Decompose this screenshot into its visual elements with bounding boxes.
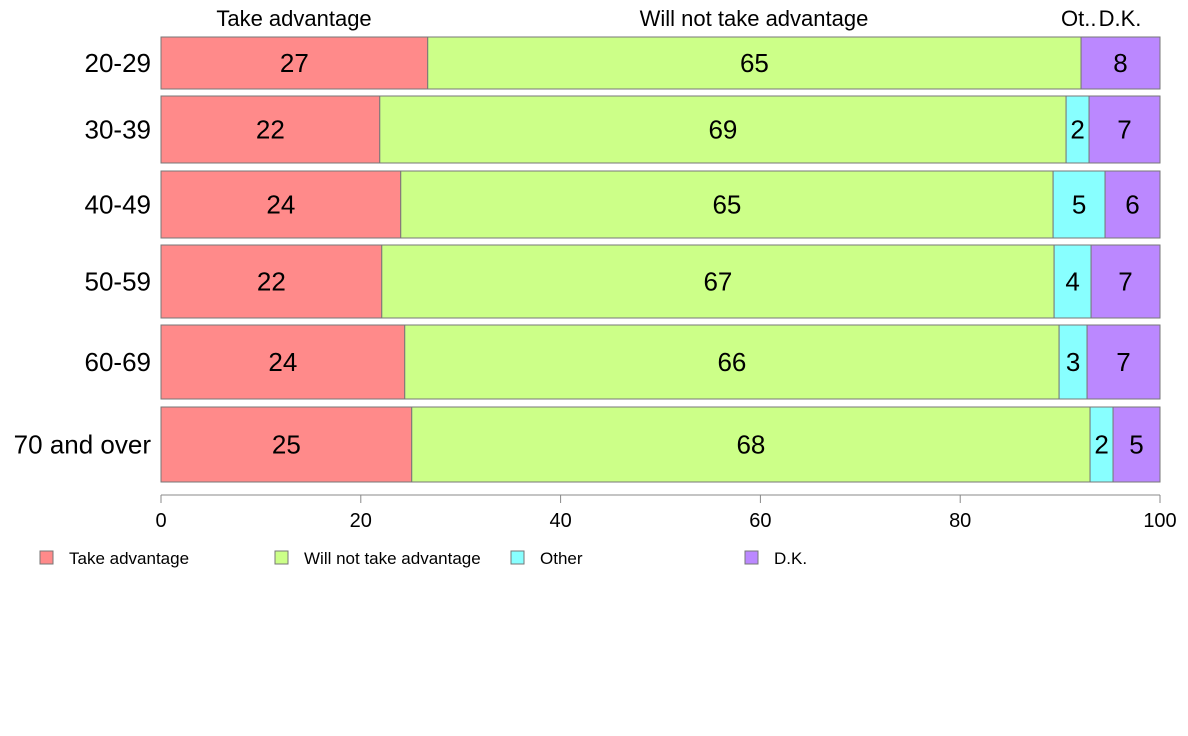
legend-swatch [744, 550, 759, 565]
column-header-label: Will not take advantage [640, 6, 869, 31]
x-tick-label: 100 [1143, 510, 1176, 532]
data-label: 68 [736, 430, 765, 460]
legend-swatch [510, 550, 525, 565]
legend-item: Take advantage [39, 549, 189, 568]
data-label: 5 [1129, 430, 1143, 460]
column-header-label: Take advantage [216, 6, 371, 31]
data-label: 25 [272, 430, 301, 460]
bar-segment [1090, 244, 1161, 319]
data-label: 22 [257, 267, 286, 297]
data-label: 2 [1094, 430, 1108, 460]
column-header-label: Ot.. [1061, 6, 1096, 31]
x-tick-label: 80 [949, 510, 971, 532]
plot-area: 20-29 27 65 830-39 22 69 2 740-49 24 65 5 650-59 22 6… [14, 36, 1161, 483]
data-label: 65 [740, 48, 769, 78]
data-label: 8 [1113, 48, 1127, 78]
data-label: 6 [1125, 190, 1139, 220]
bar-segment [1052, 170, 1106, 239]
data-label: 66 [717, 347, 746, 377]
category-label: 20-29 [85, 48, 152, 78]
data-label: 65 [712, 190, 741, 220]
legend-label: D.K. [774, 549, 807, 568]
bar-row: 30-39 22 69 2 7 [85, 95, 1161, 164]
data-label: 24 [266, 190, 295, 220]
bar-segment [411, 406, 1091, 483]
legend-item: Other [510, 549, 583, 568]
bar-row: 20-29 27 65 8 [85, 36, 1161, 90]
category-label: 70 and over [14, 430, 152, 460]
data-label: 69 [708, 115, 737, 145]
x-tick-label: 20 [350, 510, 372, 532]
data-label: 7 [1117, 115, 1131, 145]
legend: Take advantage Will not take advantage Oth… [39, 549, 807, 568]
data-label: 4 [1065, 267, 1079, 297]
category-label: 50-59 [85, 267, 152, 297]
legend-label: Will not take advantage [304, 549, 481, 568]
data-label: 24 [268, 347, 297, 377]
bar-segment [160, 36, 429, 90]
x-tick-label: 0 [155, 510, 166, 532]
data-label: 5 [1072, 190, 1086, 220]
bar-segment [160, 406, 413, 483]
data-label: 22 [256, 115, 285, 145]
bar-segment [381, 244, 1055, 319]
bar-segment [400, 170, 1054, 239]
bar-segment [1058, 324, 1088, 400]
bar-row: 40-49 24 65 5 6 [85, 170, 1161, 239]
data-label: 3 [1066, 347, 1080, 377]
data-label: 27 [280, 48, 309, 78]
legend-item: D.K. [744, 549, 807, 568]
bar-segment [1104, 170, 1161, 239]
bar-row: 60-69 24 66 3 7 [85, 324, 1161, 400]
bar-segment [379, 95, 1067, 164]
category-label: 60-69 [85, 347, 152, 377]
bar-segment [404, 324, 1060, 400]
bar-segment [427, 36, 1082, 90]
bar-segment [160, 95, 381, 164]
bar-segment [1088, 95, 1161, 164]
bar-segment [1086, 324, 1161, 400]
legend-item: Will not take advantage [274, 549, 481, 568]
data-label: 67 [703, 267, 732, 297]
bar-row: 70 and over 25 68 2 5 [14, 406, 1161, 483]
bar-segment [1112, 406, 1161, 483]
bar-row: 50-59 22 67 4 7 [85, 244, 1161, 319]
bar-segment [1080, 36, 1161, 90]
x-axis: 0 20 40 60 80 100 [155, 494, 1177, 532]
legend-swatch [274, 550, 289, 565]
x-tick-label: 40 [549, 510, 571, 532]
category-label: 30-39 [85, 115, 152, 145]
x-tick-label: 60 [749, 510, 771, 532]
column-header-labels: Take advantage Will not take advantage Ot.… [216, 6, 1141, 31]
bar-segment [160, 324, 406, 400]
bar-segment [1053, 244, 1092, 319]
legend-label: Other [540, 549, 583, 568]
data-label: 7 [1118, 267, 1132, 297]
data-label: 2 [1070, 115, 1084, 145]
bar-segment [160, 244, 383, 319]
column-header-label: D.K. [1099, 6, 1142, 31]
category-label: 40-49 [85, 190, 152, 220]
legend-swatch [39, 550, 54, 565]
legend-label: Take advantage [69, 549, 189, 568]
data-label: 7 [1116, 347, 1130, 377]
